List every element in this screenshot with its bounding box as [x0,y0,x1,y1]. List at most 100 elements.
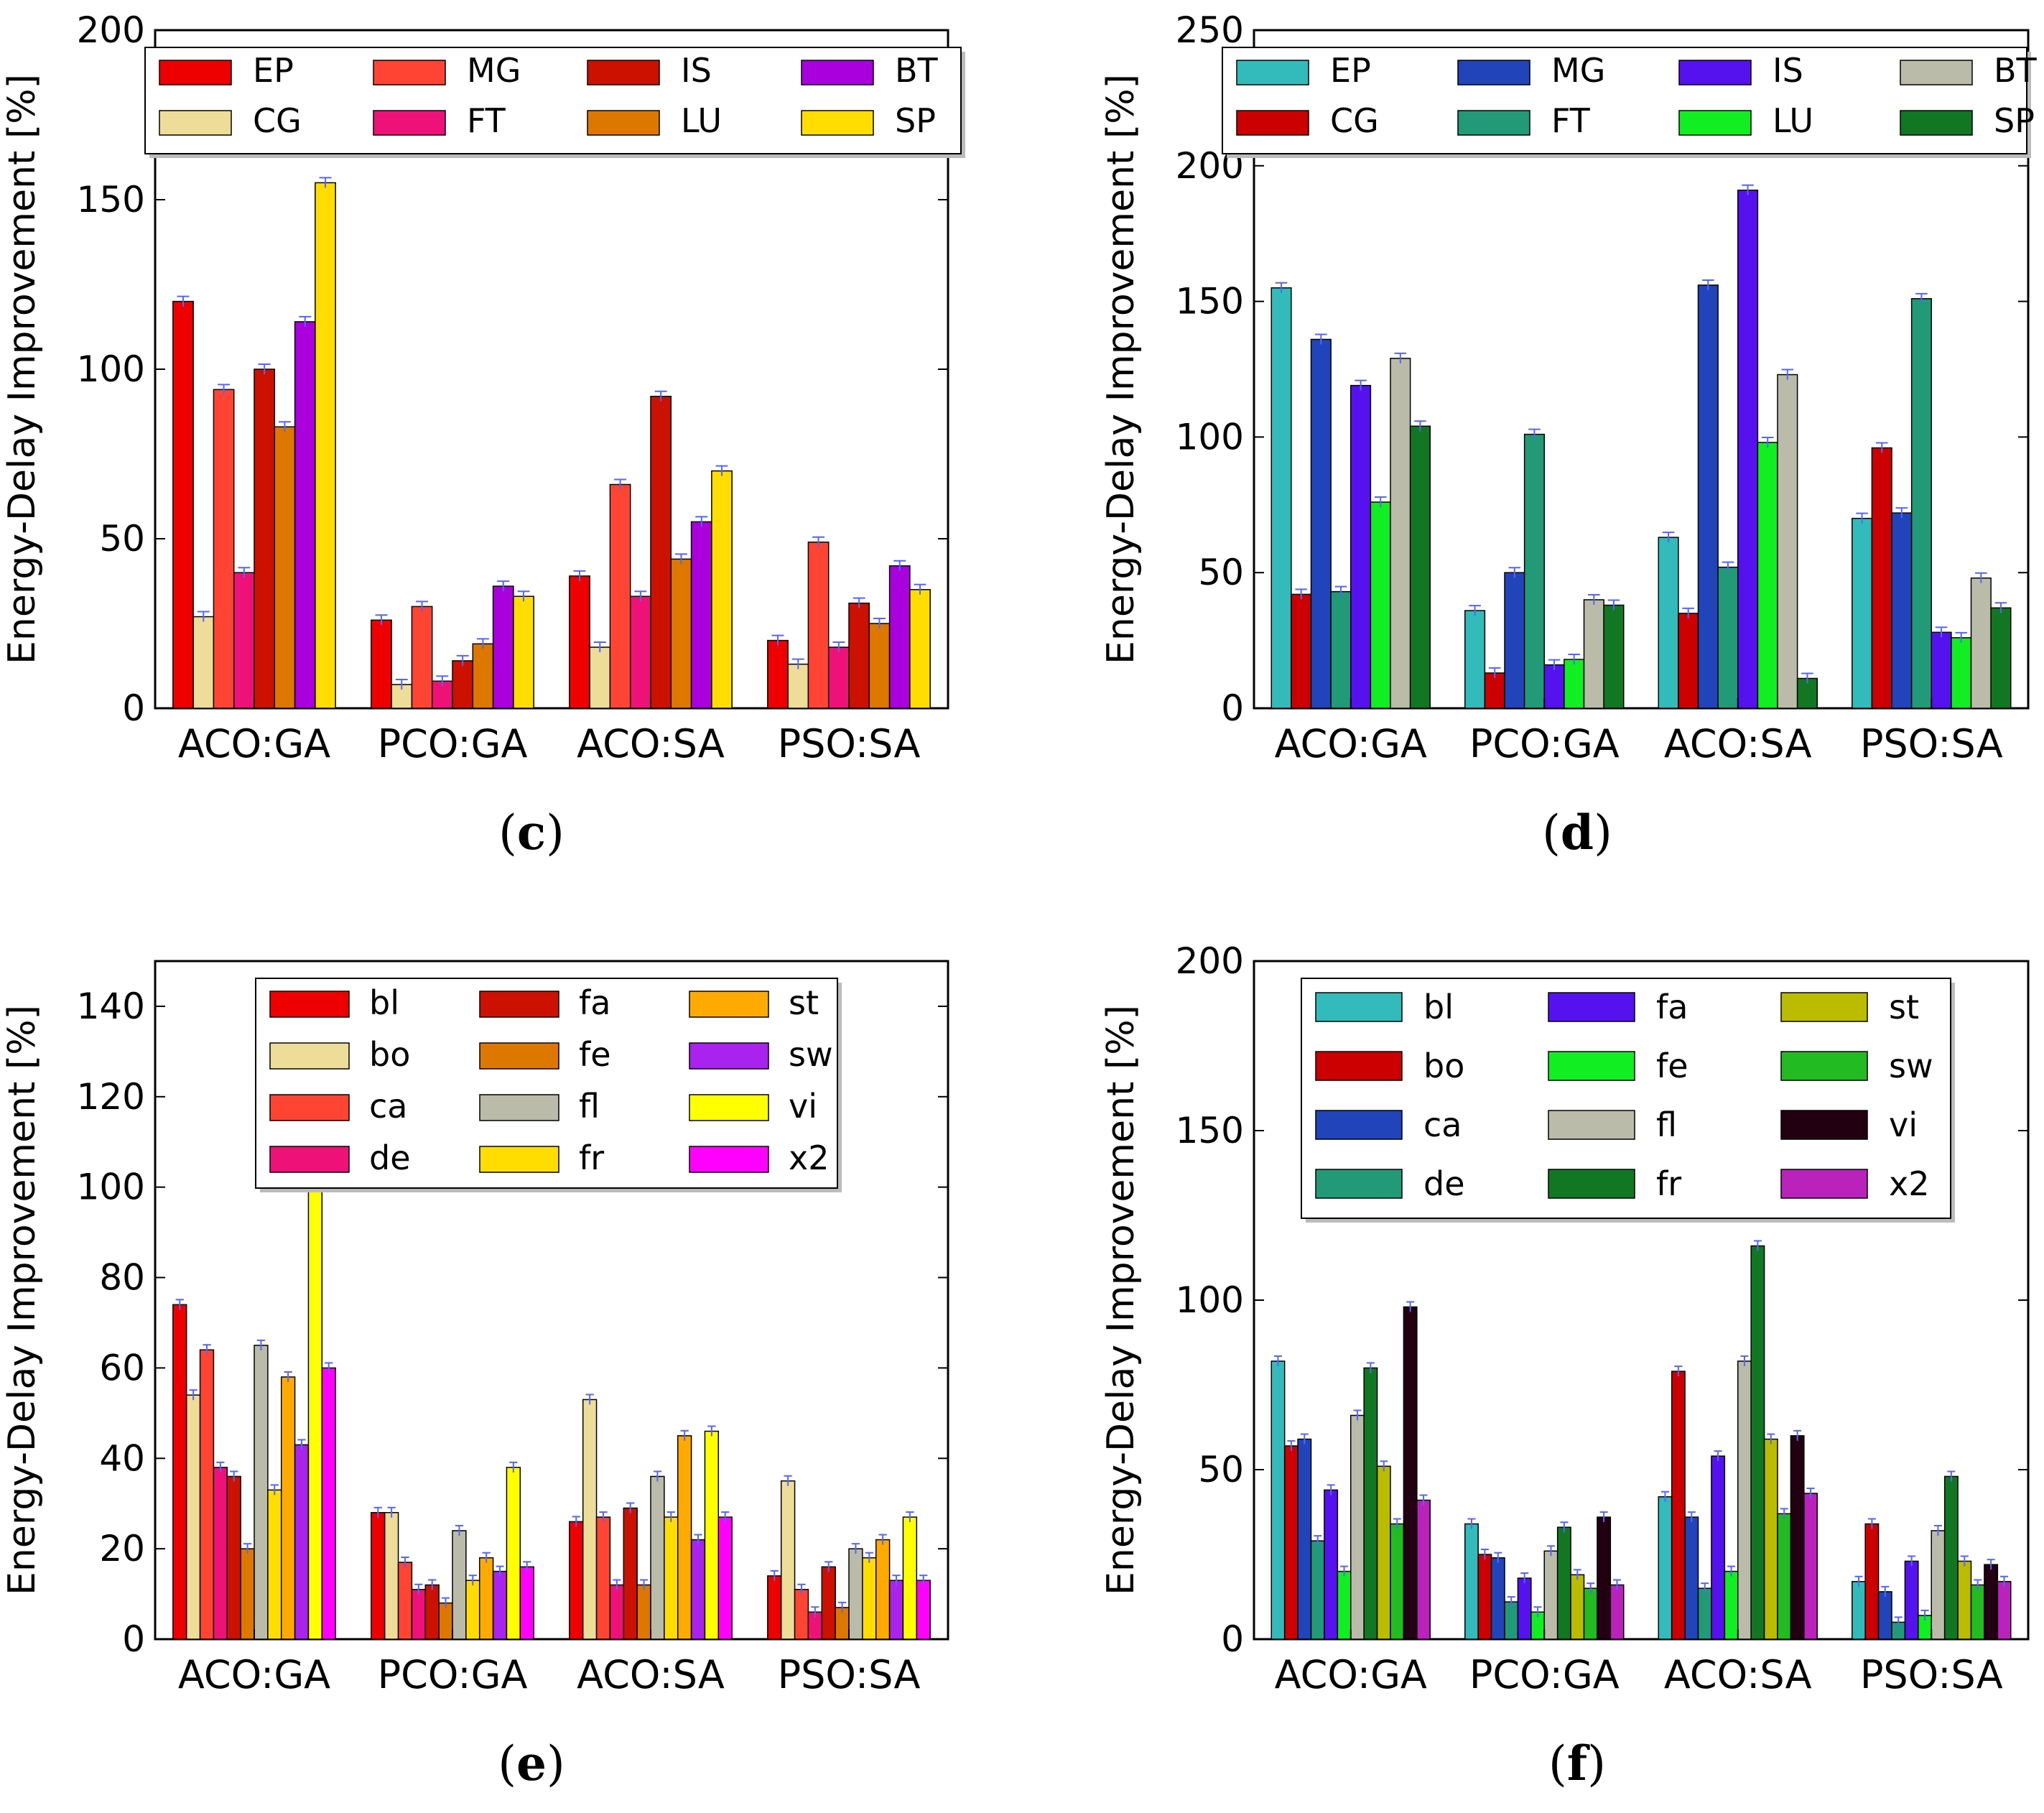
legend-label-BT: BT [895,51,939,90]
legend-label-de: de [1423,1164,1465,1203]
legend-swatch-SP [1900,110,1973,136]
legend-label-vi: vi [789,1087,817,1126]
bar-fa-PCO:GA [1517,1577,1532,1640]
bar-fr-ACO:GA [267,1489,282,1640]
bar-MG-PSO:SA [1891,512,1913,709]
bar-sw-ACO:SA [690,1539,706,1640]
bar-SP-ACO:SA [711,470,733,709]
bar-fr-PCO:GA [465,1580,480,1640]
legend-label-x2: x2 [789,1139,830,1177]
x-tick-label: ACO:SA [1664,721,1812,766]
legend-label-ca: ca [369,1087,407,1126]
bar-bl-PCO:GA [1464,1523,1479,1640]
bar-sw-PCO:GA [492,1570,508,1640]
bar-bo-PCO:GA [384,1512,399,1640]
bar-CG-ACO:SA [1678,613,1699,709]
legend-label-FT: FT [467,101,506,140]
bar-LU-PCO:GA [1564,659,1585,709]
bar-ca-ACO:GA [1297,1438,1312,1640]
legend-label-SP: SP [895,101,936,140]
y-axis-label: Energy-Delay Improvement [%] [1,1005,44,1595]
bar-FT-ACO:GA [233,572,255,709]
legend-label-de: de [369,1139,411,1177]
y-tick-label: 40 [99,1437,145,1479]
bar-de-ACO:GA [213,1467,228,1640]
bar-CG-ACO:GA [192,616,215,709]
bar-CG-PSO:SA [1871,447,1892,709]
bar-IS-ACO:SA [1737,190,1759,709]
legend-label-ca: ca [1423,1105,1462,1144]
chart-panel-c: 0 50 100 150 200 Energy-Delay Improvement [%]… [1,9,965,861]
bar-fl-PSO:SA [1931,1530,1946,1640]
bar-st-PSO:SA [875,1539,891,1640]
bar-fr-PSO:SA [1943,1475,1959,1640]
bar-st-ACO:SA [677,1435,692,1640]
legend-label-st: st [1889,988,1919,1026]
bar-CG-ACO:SA [589,646,611,709]
y-tick-label: 0 [122,1618,145,1660]
bar-BT-PSO:SA [888,565,911,709]
legend-swatch-FT [1457,110,1530,136]
y-tick-label: 150 [1176,281,1244,323]
bar-SP-PCO:GA [1603,604,1625,709]
legend-label-LU: LU [1773,101,1813,140]
y-tick-label: 80 [99,1257,145,1299]
bar-bl-PCO:GA [371,1512,386,1640]
bar-IS-ACO:GA [254,368,276,709]
bar-EP-PSO:SA [767,639,789,709]
bar-fr-PCO:GA [1556,1526,1571,1640]
x-tick-label: ACO:GA [178,1652,330,1697]
bar-fa-ACO:SA [1711,1455,1726,1640]
bar-st-ACO:GA [280,1376,296,1640]
bar-fr-ACO:SA [664,1516,679,1640]
bar-fa-ACO:GA [1324,1489,1339,1640]
legend-label-CG: CG [1330,101,1379,140]
legend-swatch-fl [479,1094,559,1121]
bar-sw-PCO:GA [1583,1587,1598,1640]
bar-fl-ACO:GA [1350,1414,1365,1640]
bar-fa-PSO:SA [821,1566,836,1640]
legend-swatch-IS [1678,60,1752,85]
legend-swatch-st [689,991,769,1018]
x-tick-label: PSO:SA [778,721,921,766]
bar-de-PCO:GA [1504,1601,1519,1640]
bar-x2-ACO:GA [1416,1499,1431,1640]
legend-swatch-MG [1457,60,1530,85]
bar-BT-PCO:GA [492,585,514,709]
legend-label-fa: fa [1656,988,1688,1026]
x-tick-label: PSO:SA [1860,1652,2003,1697]
bar-sw-ACO:GA [1390,1523,1405,1640]
x-tick-label: ACO:SA [577,721,725,766]
chart-panel-e: 0 20 40 60 80 100 120 140 Energy-Delay Improveme… [1,960,949,1791]
bar-EP-ACO:SA [1658,537,1679,709]
y-tick-label: 60 [99,1347,145,1388]
bar-SP-ACO:GA [1409,425,1431,709]
bar-bo-PSO:SA [780,1480,796,1640]
legend-swatch-bl [269,991,350,1018]
bar-EP-ACO:GA [1270,287,1292,709]
legend-label-FT: FT [1551,101,1591,140]
bar-fl-PCO:GA [1543,1550,1558,1640]
legend-box [1222,47,2027,154]
bar-ca-PSO:SA [794,1589,809,1640]
y-tick-label: 100 [77,1167,145,1208]
legend-label-vi: vi [1889,1105,1918,1144]
legend-swatch-de [1315,1169,1403,1199]
legend-swatch-LU [587,110,660,136]
y-tick-label: 140 [77,986,145,1027]
legend-label-CG: CG [253,101,302,140]
panel-label: (f) [1548,1735,1606,1791]
bar-bo-ACO:SA [1671,1371,1686,1640]
legend-label-bl: bl [1423,988,1454,1026]
legend-label-fe: fe [1656,1047,1688,1085]
bar-st-ACO:GA [1376,1465,1391,1640]
bar-FT-ACO:SA [629,595,651,709]
legend-swatch-fe [1548,1051,1635,1081]
legend-label-IS: IS [681,51,712,90]
legend-label-fr: fr [1656,1164,1681,1203]
legend-label-bo: bo [1423,1047,1464,1085]
panel-label: (c) [498,805,565,861]
bar-MG-ACO:SA [1697,284,1719,709]
legend-swatch-bl [1315,992,1403,1022]
bar-ca-PCO:GA [1490,1557,1505,1640]
